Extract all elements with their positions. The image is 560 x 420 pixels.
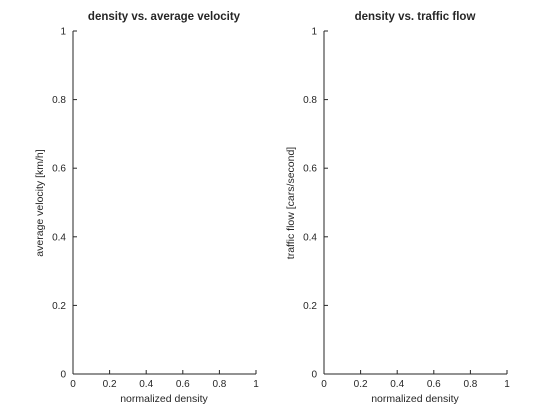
chart-left-x-tick-label: 1 bbox=[253, 379, 259, 390]
chart-left-y-tick-label: 0 bbox=[60, 370, 66, 381]
chart-left-y-tick-label: 1 bbox=[60, 27, 66, 38]
chart-left-y-tick-label: 0.8 bbox=[52, 95, 66, 106]
chart-left-y-tick-label: 0.4 bbox=[52, 232, 66, 243]
chart-left-x-ticks: 0 0.2 0.4 0.6 0.8 1 bbox=[70, 370, 259, 390]
chart-right-y-tick-label: 0.8 bbox=[303, 95, 317, 106]
chart-right-x-tick-label: 0.2 bbox=[354, 379, 368, 390]
chart-right-y-tick-label: 0 bbox=[311, 370, 317, 381]
chart-right-axes bbox=[324, 31, 507, 374]
chart-left-axes bbox=[73, 31, 256, 374]
chart-left-x-tick-label: 0.8 bbox=[212, 379, 226, 390]
chart-left-x-tick-label: 0.4 bbox=[139, 379, 153, 390]
chart-right-xlabel: normalized density bbox=[371, 393, 459, 405]
chart-right-x-ticks: 0 0.2 0.4 0.6 0.8 1 bbox=[321, 370, 510, 390]
chart-right-x-tick-label: 0.4 bbox=[390, 379, 404, 390]
chart-left-y-tick-label: 0.2 bbox=[52, 301, 66, 312]
chart-left-x-tick-label: 0 bbox=[70, 379, 76, 390]
chart-left-ylabel: average velocity [km/h] bbox=[34, 149, 46, 256]
chart-left-xlabel: normalized density bbox=[120, 393, 208, 405]
chart-right-x-tick-label: 0.6 bbox=[427, 379, 441, 390]
chart-right: density vs. traffic flow 0 0.2 0.4 0.6 0.8 1 … bbox=[285, 11, 510, 405]
chart-left: density vs. average velocity 0 0.2 0.4 0.6 0… bbox=[34, 11, 259, 405]
chart-right-x-tick-label: 1 bbox=[504, 379, 510, 390]
chart-right-ylabel: traffic flow [cars/second] bbox=[285, 147, 297, 260]
chart-left-x-tick-label: 0.2 bbox=[103, 379, 117, 390]
chart-right-y-tick-label: 0.2 bbox=[303, 301, 317, 312]
chart-right-y-tick-label: 0.6 bbox=[303, 164, 317, 175]
chart-left-title: density vs. average velocity bbox=[88, 11, 241, 23]
chart-right-x-tick-label: 0.8 bbox=[463, 379, 477, 390]
chart-left-x-tick-label: 0.6 bbox=[176, 379, 190, 390]
chart-right-title: density vs. traffic flow bbox=[355, 11, 476, 23]
chart-right-y-tick-label: 1 bbox=[311, 27, 317, 38]
chart-right-y-tick-label: 0.4 bbox=[303, 232, 317, 243]
chart-right-x-tick-label: 0 bbox=[321, 379, 327, 390]
chart-left-y-tick-label: 0.6 bbox=[52, 164, 66, 175]
